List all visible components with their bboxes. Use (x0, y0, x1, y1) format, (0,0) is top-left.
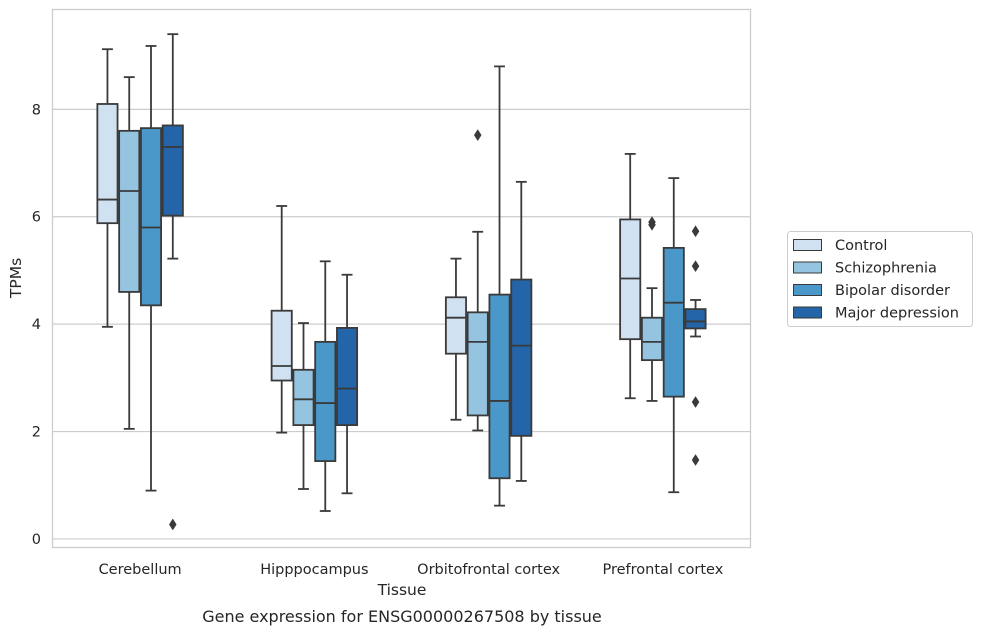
box-1-3 (336, 273, 359, 495)
box-body (684, 308, 707, 330)
legend-label: Bipolar disorder (835, 283, 950, 299)
outlier-point (648, 216, 656, 229)
box-0-1 (118, 76, 141, 430)
y-tick-labels: 0 2 4 6 8 (32, 102, 41, 548)
legend-swatch (793, 284, 822, 296)
outlier-point (691, 260, 700, 273)
chart-caption: Gene expression for ENSG00000267508 by t… (202, 607, 602, 626)
grid-lines (53, 108, 750, 540)
x-tick-label: Prefrontal cortex (602, 562, 723, 578)
y-tick-label: 2 (32, 425, 41, 441)
box-2-3 (510, 180, 533, 482)
box-body (292, 368, 315, 427)
box-3-1 (640, 216, 663, 402)
box-body (336, 327, 359, 427)
box-body (118, 129, 141, 293)
legend-swatch (793, 306, 822, 319)
y-tick-label: 8 (32, 102, 41, 118)
legend-label: Schizophrenia (835, 261, 937, 277)
box-body (314, 340, 337, 462)
box-body (640, 316, 663, 362)
legend: Control Schizophrenia Bipolar disorder Majo… (787, 231, 973, 327)
box-body (270, 309, 293, 382)
outlier-point (691, 396, 700, 408)
box-body (466, 311, 489, 417)
box-0-2 (140, 45, 163, 492)
y-tick-label: 6 (32, 210, 41, 226)
box-body (444, 296, 467, 355)
legend-swatch (793, 239, 822, 251)
y-tick-label: 0 (32, 532, 41, 548)
box-3-0 (619, 153, 642, 400)
box-body (488, 293, 511, 480)
box-body (96, 103, 119, 225)
x-tick-label: Hipppocampus (260, 562, 368, 578)
legend-label: Major depression (835, 306, 959, 322)
box-1-0 (270, 205, 293, 434)
box-3-2 (662, 177, 685, 494)
outlier-point (691, 454, 700, 466)
legend-swatch (793, 261, 822, 274)
box-body (140, 127, 163, 307)
plot-frame (51, 8, 752, 549)
outlier-point (169, 518, 177, 531)
box-2-1 (466, 129, 489, 432)
y-tick-label: 4 (32, 317, 41, 333)
boxplot-marks (96, 33, 707, 531)
legend-frame (787, 231, 973, 327)
outlier-point (473, 129, 482, 142)
outlier-point (691, 225, 700, 238)
legend-label: Control (835, 238, 887, 254)
box-body (662, 246, 685, 398)
box-2-0 (444, 257, 467, 421)
box-1-2 (314, 260, 337, 512)
x-tick-label: Cerebellum (99, 562, 182, 578)
y-axis-label: TPMs (7, 258, 25, 299)
box-1-1 (292, 322, 315, 490)
box-2-2 (488, 65, 511, 507)
box-body (161, 124, 184, 217)
box-3-3 (684, 225, 707, 466)
box-0-0 (96, 48, 119, 328)
box-body (510, 278, 533, 437)
x-axis-label: Tissue (377, 581, 427, 599)
x-tick-labels: Cerebellum Hipppocampus Orbitofrontal cort… (99, 562, 724, 578)
box-0-3 (161, 33, 184, 531)
x-tick-label: Orbitofrontal cortex (417, 562, 560, 578)
